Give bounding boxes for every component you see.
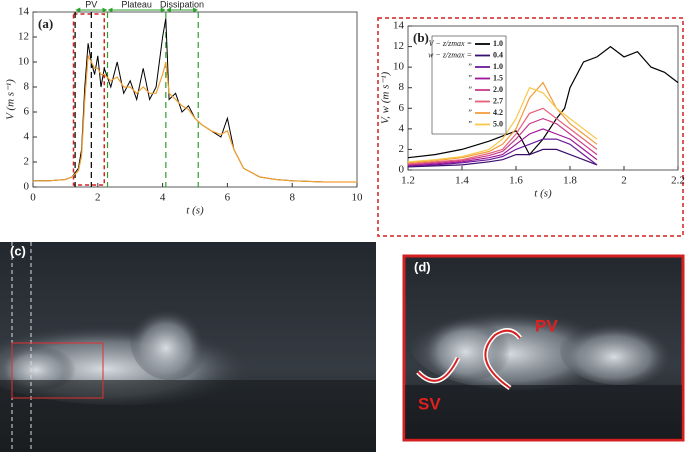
photo-d [402,254,685,442]
legend-prefix: ” [468,85,473,94]
legend-label: 2.0 [493,85,503,94]
zoom-frame [377,17,684,237]
photo-c [0,242,376,452]
legend-prefix: ” [468,62,473,71]
legend-prefix: ” [468,108,473,117]
highlight-box [72,13,106,186]
y-tick-label: 4 [399,122,405,134]
y-axis-label: V, w (m s⁻¹) [380,72,392,125]
x-tick-label: 2 [95,192,101,204]
x-tick-label: 4 [160,192,166,204]
x-tick-label: 0 [30,192,36,204]
series-line [407,138,598,167]
series-line [407,107,598,165]
y-tick-label: 12 [18,31,29,43]
y-tick-label: 10 [393,61,405,73]
legend-label: 5.0 [493,119,503,128]
x-tick-label: 1.6 [509,175,523,187]
x-tick-label: 8 [289,192,295,204]
legend-prefix: V − z/zmax = [429,39,472,48]
panel-label: (d) [414,259,431,274]
y-tick-label: 10 [18,56,30,68]
x-tick-label: 1.4 [455,175,469,187]
x-tick-label: 6 [225,192,231,204]
legend-label: 0.4 [493,50,503,59]
x-tick-label: 1.8 [563,175,577,187]
legend-frame [431,35,507,135]
pv-label: PV [535,316,558,335]
y-tick-label: 2 [24,156,30,168]
panel-label: (b) [413,30,429,45]
phase-label: Dissipation [160,0,204,9]
series-line [407,86,598,163]
x-tick-label: 10 [352,192,364,204]
panel-label: (a) [38,16,53,31]
series-line [33,53,357,183]
y-tick-label: 0 [24,181,30,193]
sv-label: SV [418,394,441,413]
y-tick-label: 14 [393,20,405,32]
phase-label: Plateau [121,0,152,9]
series-line [407,117,598,166]
series-line [33,18,357,183]
series-line [407,81,598,164]
x-tick-label: 2.2 [671,175,685,187]
plot-frame [32,11,358,188]
y-tick-label: 2 [399,143,405,155]
y-axis-label: V (m s⁻¹) [5,79,17,120]
y-tick-label: 6 [24,106,30,118]
legend-label: 1.5 [493,73,503,82]
y-tick-label: 0 [399,164,405,176]
legend-prefix: w − z/zmax = [428,50,472,59]
y-tick-label: 8 [24,81,30,93]
legend-prefix: ” [468,96,473,105]
legend-label: 4.2 [493,108,503,117]
y-tick-label: 14 [18,6,30,18]
y-tick-label: 8 [399,81,405,93]
legend-label: 1.0 [493,62,503,71]
x-axis-label: t (s) [186,205,204,217]
y-tick-label: 6 [399,102,405,114]
series-line [407,148,598,168]
x-tick-label: 1.2 [401,175,415,187]
panel-label: (c) [10,243,26,258]
legend-prefix: ” [468,119,473,128]
y-tick-label: 12 [393,40,404,52]
legend-label: 2.7 [493,96,503,105]
series-line [407,128,598,166]
legend-prefix: ” [468,73,473,82]
y-tick-label: 4 [24,131,30,143]
x-tick-label: 2 [621,175,627,187]
phase-label: PV [85,0,97,9]
x-axis-label: t (s) [534,188,552,200]
legend-label: 1.0 [493,39,503,48]
